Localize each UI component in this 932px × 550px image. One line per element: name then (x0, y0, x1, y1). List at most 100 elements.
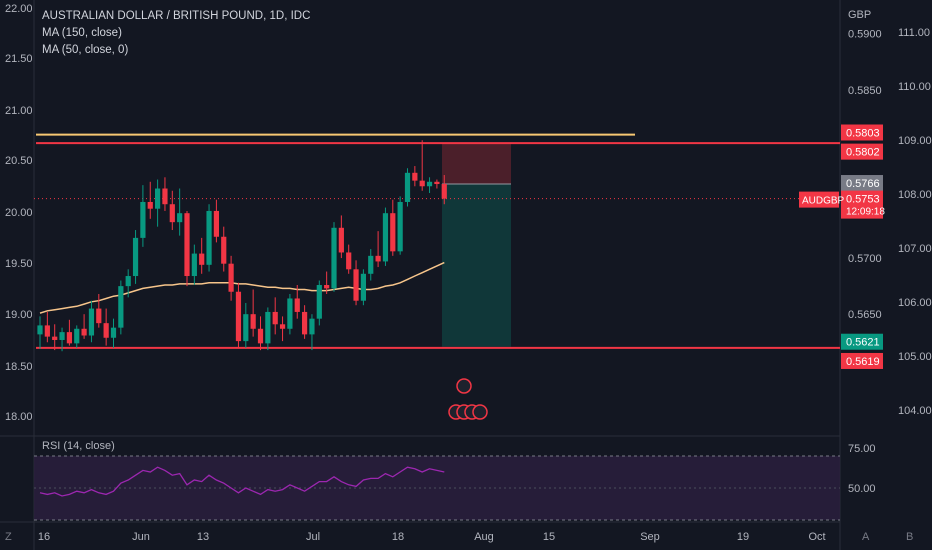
event-flag-icon (456, 378, 472, 394)
price-axis-tick: 0.5900 (848, 29, 882, 41)
far-right-axis-tick: 110.00 (898, 81, 931, 93)
candle-body (199, 253, 205, 265)
price-tag-resistance-b: 0.5802 (846, 147, 880, 159)
position-stop-zone (442, 142, 511, 185)
time-axis-tick: 13 (197, 531, 209, 543)
rsi-indicator-label[interactable]: RSI (14, close) (42, 440, 115, 452)
left-axis-tick: 22.00 (5, 3, 33, 15)
candle-body (316, 285, 322, 319)
candle-body (132, 237, 139, 277)
price-axis-tick: 0.5850 (848, 85, 882, 97)
candle-body (331, 227, 337, 289)
price-axis-tick: 0.5700 (848, 253, 882, 265)
candle-body (66, 332, 72, 344)
candle-body (52, 336, 58, 340)
far-right-axis-tick: 108.00 (898, 189, 932, 201)
time-axis-tick: Jun (132, 531, 150, 543)
price-tag-support-a: 0.5621 (846, 337, 880, 349)
settings-icon: B (906, 531, 913, 543)
indicator-ma150[interactable]: MA (150, close) (42, 27, 122, 39)
left-axis-tick: 21.00 (5, 105, 33, 117)
left-axis-tick: 19.50 (5, 258, 33, 270)
candle-body (37, 325, 43, 335)
candle-body (213, 210, 219, 237)
candle-body (375, 255, 381, 262)
currency-unit-label: GBP (848, 9, 872, 21)
candle-body (44, 325, 50, 337)
candle-body (96, 308, 102, 324)
left-axis-tick: 21.50 (5, 53, 33, 65)
rsi-axis-tick: 75.00 (848, 443, 876, 455)
candle-body (412, 172, 418, 181)
time-axis-tick: Aug (474, 531, 494, 543)
candle-body (250, 314, 256, 329)
candle-body (279, 324, 286, 329)
chart-legend: AUSTRALIAN DOLLAR / BRITISH POUND, 1D, I… (42, 8, 310, 59)
ma50-line (39, 261, 445, 314)
candle-body (169, 204, 175, 223)
candle-body (81, 328, 87, 336)
rsi-line (39, 466, 445, 497)
price-tag-prev-close-bg (841, 175, 883, 192)
candle-body (338, 227, 344, 253)
candle-body (302, 311, 308, 335)
position-target-zone (442, 184, 511, 347)
symbol-tag: AUDGBP (802, 196, 845, 207)
candle-body (309, 318, 315, 335)
candle-body (206, 210, 212, 265)
candle-body (140, 201, 146, 238)
candle-body (360, 273, 366, 301)
candle-body (118, 286, 124, 328)
far-right-axis-tick: 106.00 (898, 297, 932, 309)
candle-body (162, 188, 168, 205)
time-axis-tick: 18 (392, 531, 404, 543)
candle-body (353, 269, 359, 301)
candle-body (257, 328, 264, 344)
price-tag-last-bg (841, 190, 883, 219)
candle-body (272, 311, 278, 325)
candle-body (441, 184, 447, 199)
left-axis-tick: 20.50 (5, 155, 33, 167)
indicator-ma50[interactable]: MA (50, close, 0) (42, 44, 129, 56)
price-tag-support-a-bg (841, 333, 883, 350)
price-axis-tick: 0.5650 (848, 309, 882, 321)
candle-body (324, 285, 330, 289)
candle-body (110, 327, 117, 338)
chart-title: AUSTRALIAN DOLLAR / BRITISH POUND, 1D, I… (42, 10, 311, 22)
price-tag-last: 0.5753 (846, 194, 880, 206)
time-axis-tick: 16 (38, 531, 50, 543)
candle-body (191, 253, 197, 277)
far-right-axis-tick: 107.00 (898, 243, 932, 255)
candle-body (147, 201, 153, 209)
candle-body (235, 291, 242, 342)
price-tag-resistance-b-bg (841, 143, 883, 160)
candle-body (382, 213, 389, 262)
auto-scale-icon: A (862, 531, 870, 543)
candle-body (74, 328, 80, 344)
price-tag-support-b-bg (841, 352, 883, 369)
candle-body (265, 311, 271, 344)
candle-body (221, 236, 227, 264)
candle-body (59, 332, 65, 340)
candle-body (103, 323, 109, 338)
candle-body (243, 314, 249, 342)
time-axis-tick: Sep (640, 531, 660, 543)
far-right-axis-tick: 105.00 (898, 351, 932, 363)
time-axis-tick: Jul (306, 531, 320, 543)
candle-body (397, 201, 403, 252)
candle-body (368, 255, 374, 274)
candle-body (404, 172, 411, 202)
candle-body (426, 181, 433, 187)
candle-body (419, 180, 425, 187)
rsi-axis-tick: 50.00 (848, 483, 876, 495)
candle-body (125, 276, 131, 287)
price-tag-resistance-a-bg (841, 124, 883, 141)
price-tag-resistance-a: 0.5803 (846, 128, 880, 140)
candle-body (88, 308, 95, 336)
candle-body (184, 213, 190, 277)
candle-body (228, 263, 234, 292)
time-axis-tick: 15 (543, 531, 555, 543)
candle-body (287, 298, 293, 329)
symbol-tag-bg (799, 191, 839, 208)
